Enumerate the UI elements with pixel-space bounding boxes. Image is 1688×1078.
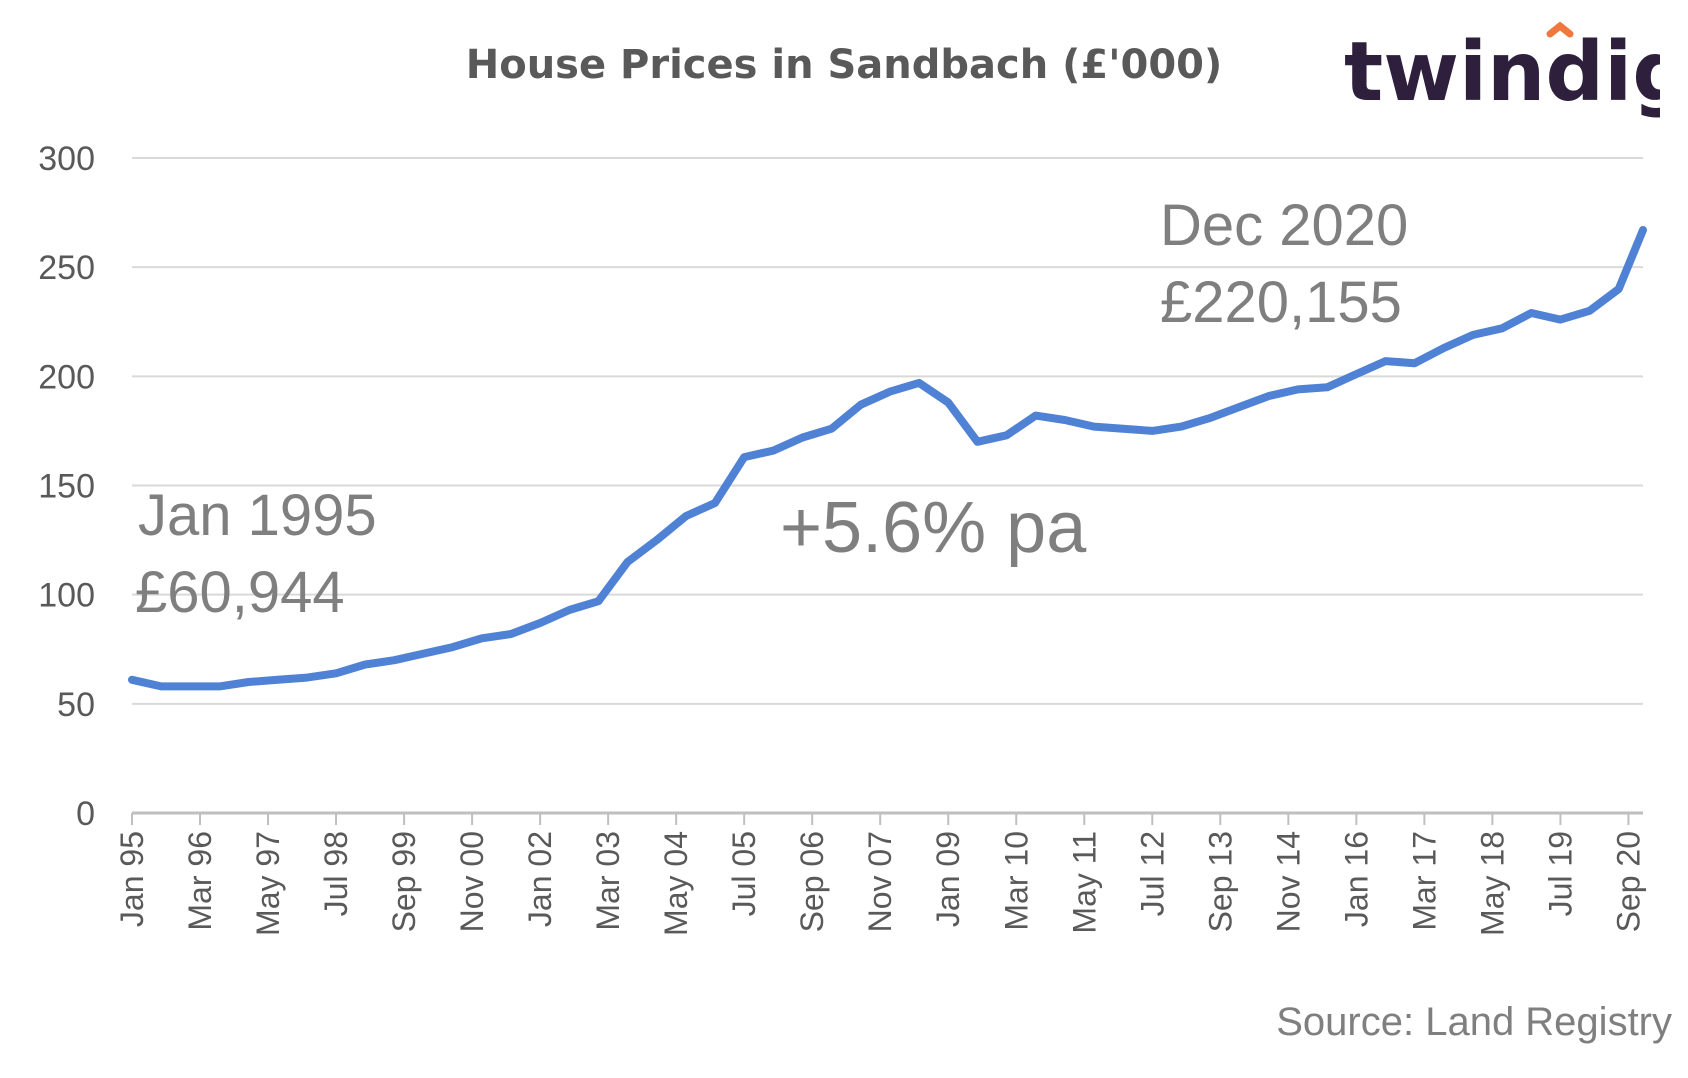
x-tick-label: Jul 19 [1542, 831, 1578, 916]
end-label-date: Dec 2020 [1160, 193, 1408, 258]
x-tick-label: Nov 07 [862, 831, 898, 932]
y-tick-label: 150 [38, 468, 95, 506]
x-tick-label: May 18 [1474, 831, 1510, 936]
x-tick-label: Nov 14 [1270, 831, 1306, 932]
x-tick-label: Jan 02 [522, 831, 558, 927]
y-tick-label: 250 [38, 249, 95, 287]
x-tick-label: Jan 09 [930, 831, 966, 927]
x-tick-label: Mar 10 [998, 831, 1034, 931]
y-tick-label: 0 [76, 795, 95, 833]
start-label-date: Jan 1995 [138, 483, 377, 548]
x-tick-label: Jan 16 [1338, 831, 1374, 927]
twindig-logo: twindig [1344, 22, 1660, 120]
x-tick-label: Mar 96 [182, 831, 218, 931]
x-tick-label: Jul 12 [1134, 831, 1170, 916]
x-tick-label: Sep 13 [1202, 831, 1238, 932]
y-tick-label: 100 [38, 577, 95, 615]
grid-lines [132, 157, 1643, 705]
x-tick-label: Nov 00 [454, 831, 490, 932]
logo-accent-icon [1546, 22, 1574, 38]
start-label-price: £60,944 [135, 560, 345, 625]
y-tick-label: 300 [38, 140, 95, 178]
x-tick-label: Jul 05 [726, 831, 762, 916]
logo-text: twindig [1344, 25, 1660, 120]
source-note: Source: Land Registry [1276, 1000, 1672, 1044]
x-tick-label: Mar 17 [1406, 831, 1442, 931]
x-tick-label: Mar 03 [590, 831, 626, 931]
chart-title: House Prices in Sandbach (£'000) [465, 42, 1223, 88]
series-line-house-price [128, 226, 1647, 691]
x-tick-label: May 97 [250, 831, 286, 936]
end-label-price: £220,155 [1160, 270, 1402, 335]
y-tick-label: 50 [57, 686, 95, 724]
x-tick-label: Sep 99 [386, 831, 422, 932]
x-tick-label: Jul 98 [318, 831, 354, 916]
x-axis-ticks: Jan 95 Mar 96 May 97 Jul 98 Sep 99 Nov 00 Jan … [114, 813, 1646, 936]
growth-rate-label: +5.6% pa [780, 488, 1087, 568]
x-tick-label: Jan 95 [114, 831, 150, 927]
y-axis-ticks: 0 50 100 150 200 250 300 [38, 140, 95, 833]
x-tick-label: May 04 [658, 831, 694, 936]
x-tick-label: Sep 20 [1610, 831, 1646, 932]
x-tick-label: Sep 06 [794, 831, 830, 932]
x-tick-label: May 11 [1066, 831, 1102, 934]
y-tick-label: 200 [38, 358, 95, 396]
